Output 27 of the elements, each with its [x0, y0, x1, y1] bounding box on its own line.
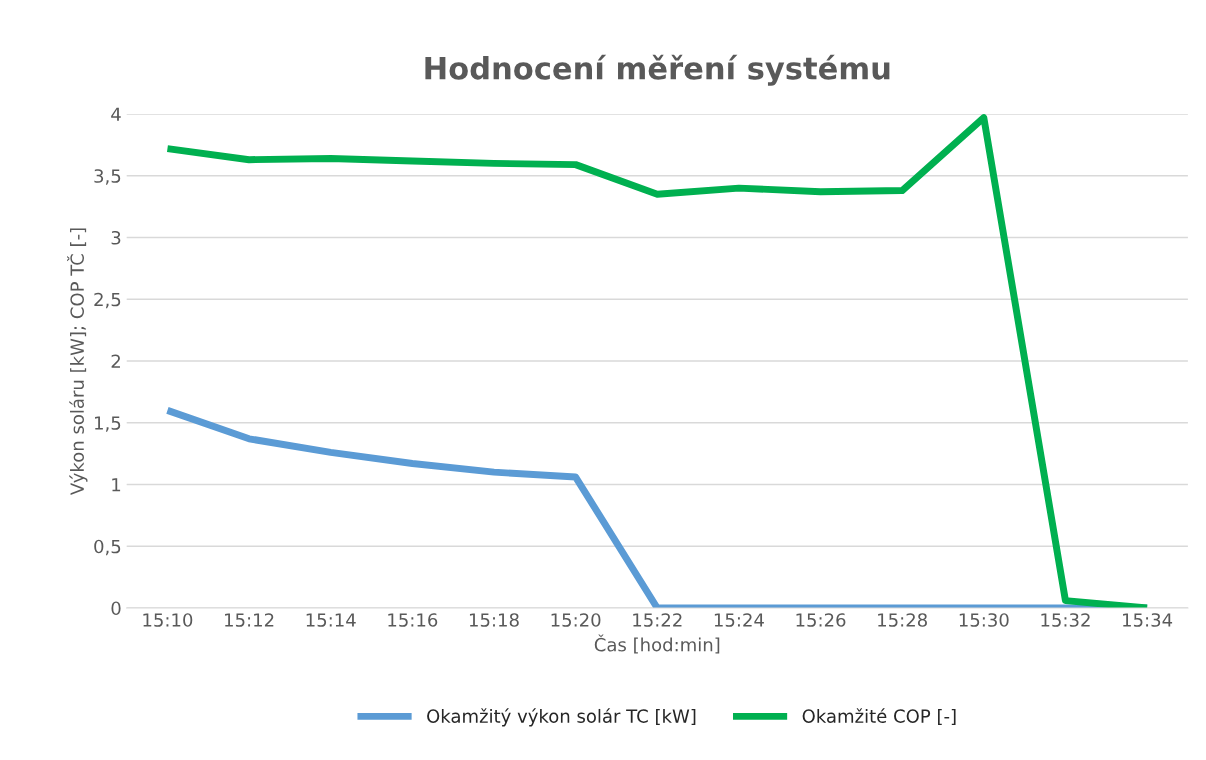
legend-label: Okamžitý výkon solár TC [kW]: [427, 708, 696, 727]
x-tick-label: 15:28: [878, 613, 927, 627]
x-tick-label: 15:20: [551, 613, 601, 627]
x-tick-label: 15:14: [306, 613, 356, 627]
y-tick-label: 3,5: [94, 169, 121, 185]
y-tick-label: 1,5: [95, 416, 121, 432]
x-tick-label: 15:22: [633, 613, 682, 627]
legend-label: Okamžité COP [-]: [802, 708, 956, 726]
chart-title: Hodnocení měření systému: [425, 54, 890, 86]
y-tick-label: 3: [111, 230, 121, 245]
y-tick-label: 2,5: [94, 292, 121, 309]
y-tick-label: 0,5: [94, 539, 121, 556]
y-tick-label: 1: [112, 478, 121, 492]
y-tick-label: 4: [111, 107, 121, 121]
x-tick-label: 15:16: [388, 613, 438, 627]
y-tick-label: 0: [111, 601, 121, 616]
x-tick-label: 15:34: [1123, 613, 1173, 627]
y-tick-label: 2: [111, 354, 120, 368]
x-tick-label: 15:18: [469, 613, 519, 627]
x-tick-label: 15:24: [714, 613, 764, 627]
x-tick-label: 15:26: [796, 613, 846, 627]
x-tick-label: 15:12: [225, 613, 274, 627]
x-tick-label: 15:30: [959, 613, 1009, 627]
y-axis-title: Výkon soláru [kW]; COP TČ [-]: [67, 228, 88, 496]
x-axis-title: Čas [hod:min]: [594, 634, 720, 654]
x-tick-label: 15:32: [1041, 613, 1090, 627]
x-tick-label: 15:10: [143, 613, 193, 627]
